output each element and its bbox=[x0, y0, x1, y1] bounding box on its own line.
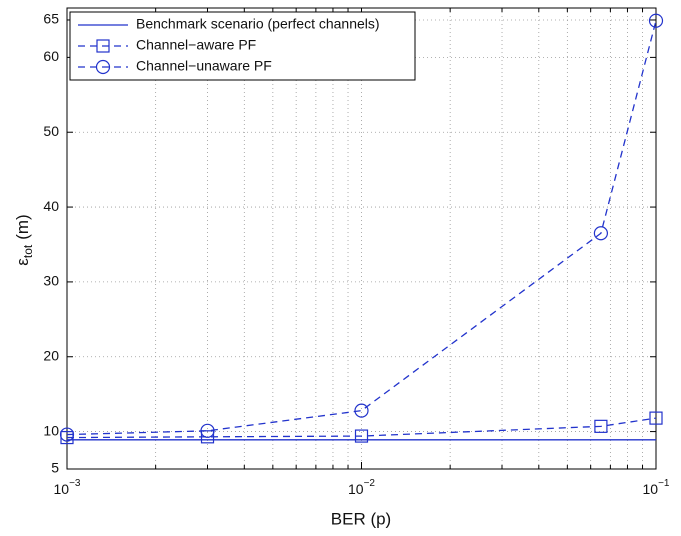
point-marker bbox=[59, 427, 75, 442]
point-marker bbox=[593, 226, 609, 241]
y-tick-label: 60 bbox=[43, 48, 59, 64]
point-marker bbox=[354, 429, 369, 443]
x-tick-base: 10 bbox=[348, 481, 364, 497]
plot-frame bbox=[66, 7, 657, 470]
x-tick-exponent: −1 bbox=[658, 478, 670, 489]
y-label-sub: tot bbox=[21, 244, 35, 258]
legend-label: Channel−unaware PF bbox=[136, 58, 272, 74]
x-tick-label: 10−1 bbox=[643, 478, 670, 497]
point-marker bbox=[649, 411, 663, 425]
point-marker bbox=[200, 423, 215, 438]
point-marker bbox=[354, 403, 369, 418]
x-tick-exponent: −3 bbox=[69, 478, 81, 489]
x-tick-label: 10−2 bbox=[348, 478, 375, 497]
y-tick-label: 20 bbox=[43, 347, 59, 363]
y-tick-label: 30 bbox=[43, 273, 59, 289]
x-axis-label: BER (p) bbox=[331, 509, 391, 528]
point-marker bbox=[95, 59, 111, 75]
point-marker bbox=[200, 430, 215, 444]
y-label-unit: (m) bbox=[13, 214, 32, 239]
point-marker bbox=[594, 419, 608, 433]
legend-label: Benchmark scenario (perfect channels) bbox=[136, 16, 380, 32]
point-marker bbox=[96, 39, 110, 53]
legend-label: Channel−aware PF bbox=[136, 37, 256, 53]
point-marker bbox=[648, 13, 664, 28]
series-line bbox=[66, 417, 657, 439]
x-tick-base: 10 bbox=[54, 481, 70, 497]
x-tick-exponent: −2 bbox=[364, 478, 376, 489]
x-tick-base: 10 bbox=[643, 481, 659, 497]
y-tick-label: 10 bbox=[43, 422, 59, 438]
y-tick-label: 65 bbox=[43, 11, 59, 27]
y-tick-label: 5 bbox=[51, 460, 59, 476]
x-tick-label: 10−3 bbox=[54, 478, 81, 497]
y-axis-label: εtot (m) bbox=[13, 214, 35, 265]
y-tick-label: 50 bbox=[43, 123, 59, 139]
y-tick-label: 40 bbox=[43, 198, 59, 214]
y-label-symbol: ε bbox=[13, 258, 32, 266]
